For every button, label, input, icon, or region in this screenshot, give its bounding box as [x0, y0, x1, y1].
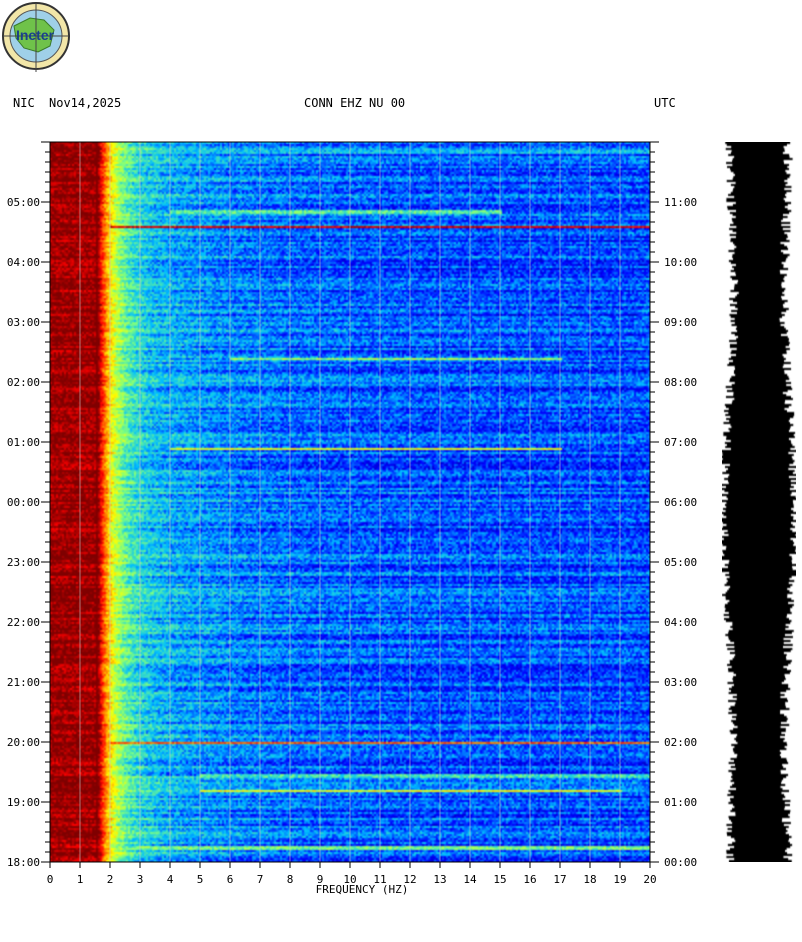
- left-time-label: 03:00: [7, 316, 40, 329]
- right-time-label: 09:00: [664, 316, 697, 329]
- x-tick-label: 0: [47, 873, 54, 886]
- x-tick-label: 19: [613, 873, 626, 886]
- left-time-label: 00:00: [7, 496, 40, 509]
- logo-text: Ineter: [16, 27, 55, 43]
- right-time-label: 04:00: [664, 616, 697, 629]
- right-time-label: 08:00: [664, 376, 697, 389]
- left-time-label: 05:00: [7, 196, 40, 209]
- x-tick-label: 12: [403, 873, 416, 886]
- x-axis-label: FREQUENCY (HZ): [316, 883, 409, 896]
- left-time-label: 23:00: [7, 556, 40, 569]
- right-time-label: 11:00: [664, 196, 697, 209]
- axes: 0 1 2 3 4 5 6 7 8 9 10 11 12 13 14 15 16 17 18 19 2018:0019:…: [7, 141, 697, 886]
- right-time-label: 05:00: [664, 556, 697, 569]
- right-time-label: 02:00: [664, 736, 697, 749]
- logo-land: [13, 17, 55, 53]
- left-time-label: 21:00: [7, 676, 40, 689]
- x-tick-label: 3: [137, 873, 144, 886]
- left-time-label: 04:00: [7, 256, 40, 269]
- x-tick-label: 5: [197, 873, 204, 886]
- x-tick-label: 17: [553, 873, 566, 886]
- x-tick-label: 7: [257, 873, 264, 886]
- right-time-label: 07:00: [664, 436, 697, 449]
- x-tick-label: 13: [433, 873, 446, 886]
- right-time-label: 00:00: [664, 856, 697, 869]
- x-tick-label: 10: [343, 873, 356, 886]
- left-time-label: 22:00: [7, 616, 40, 629]
- x-tick-label: 2: [107, 873, 114, 886]
- x-tick-label: 18: [583, 873, 596, 886]
- x-tick-label: 15: [493, 873, 506, 886]
- frequency-gridlines: [49, 142, 651, 862]
- seismic-trace: [722, 142, 796, 862]
- x-tick-label: 9: [317, 873, 324, 886]
- left-time-label: 20:00: [7, 736, 40, 749]
- left-time-label: 01:00: [7, 436, 40, 449]
- station-label: CONN EHZ NU 00: [304, 96, 406, 110]
- x-tick-label: 11: [373, 873, 386, 886]
- x-tick-label: 20: [643, 873, 656, 886]
- left-time-label: 02:00: [7, 376, 40, 389]
- ineter-logo: [2, 2, 70, 72]
- left-time-label: 19:00: [7, 796, 40, 809]
- x-tick-label: 4: [167, 873, 174, 886]
- timezone-label: UTC: [654, 96, 676, 110]
- x-tick-label: 14: [463, 873, 477, 886]
- network-label: NIC: [13, 96, 35, 110]
- x-tick-label: 8: [287, 873, 294, 886]
- x-tick-label: 1: [77, 873, 84, 886]
- right-time-label: 01:00: [664, 796, 697, 809]
- right-time-label: 10:00: [664, 256, 697, 269]
- right-time-label: 06:00: [664, 496, 697, 509]
- date-label: Nov14,2025: [49, 96, 122, 110]
- right-time-label: 03:00: [664, 676, 697, 689]
- left-time-label: 18:00: [7, 856, 40, 869]
- x-tick-label: 6: [227, 873, 234, 886]
- x-tick-label: 16: [523, 873, 536, 886]
